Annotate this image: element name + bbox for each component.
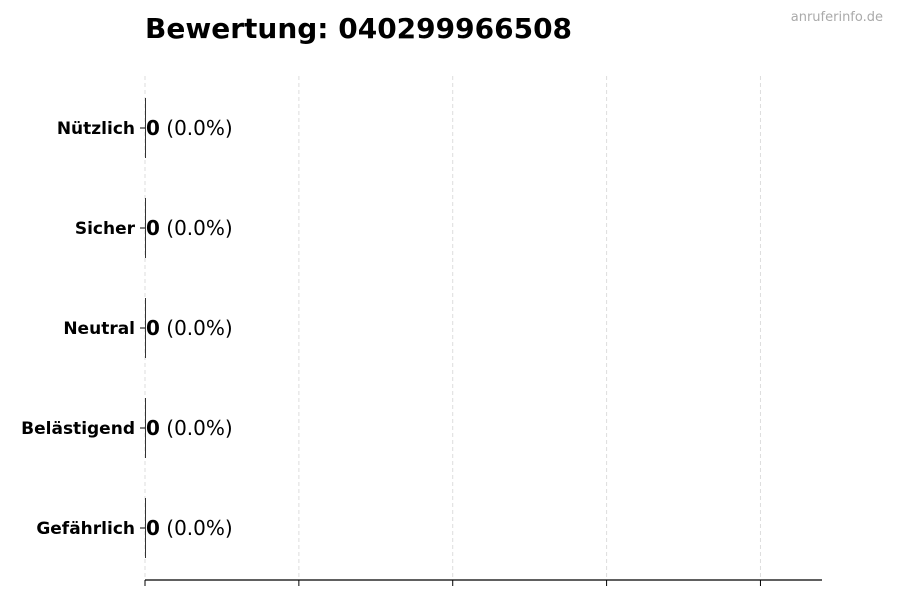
data-label: 0 (0.0%) bbox=[146, 416, 233, 440]
percent-label: (0.0%) bbox=[166, 216, 232, 240]
bar bbox=[145, 198, 146, 258]
chart-title: Bewertung: 040299966508 bbox=[145, 12, 573, 45]
category-label: Nützlich bbox=[57, 119, 135, 139]
percent-label: (0.0%) bbox=[166, 316, 232, 340]
data-label: 0 (0.0%) bbox=[146, 516, 233, 540]
watermark: anruferinfo.de bbox=[790, 10, 883, 25]
count-label: 0 bbox=[146, 516, 160, 540]
data-label: 0 (0.0%) bbox=[146, 216, 233, 240]
bar bbox=[145, 298, 146, 358]
percent-label: (0.0%) bbox=[166, 416, 232, 440]
count-label: 0 bbox=[146, 316, 160, 340]
percent-label: (0.0%) bbox=[166, 516, 232, 540]
percent-label: (0.0%) bbox=[166, 116, 232, 140]
category-label: Neutral bbox=[63, 319, 135, 339]
count-label: 0 bbox=[146, 216, 160, 240]
category-label: Gefährlich bbox=[36, 519, 135, 539]
bar bbox=[145, 398, 146, 458]
bar bbox=[145, 498, 146, 558]
data-label: 0 (0.0%) bbox=[146, 116, 233, 140]
data-label: 0 (0.0%) bbox=[146, 316, 233, 340]
count-label: 0 bbox=[146, 116, 160, 140]
category-label: Sicher bbox=[75, 219, 136, 239]
count-label: 0 bbox=[146, 416, 160, 440]
bar bbox=[145, 98, 146, 158]
category-label: Belästigend bbox=[21, 419, 135, 439]
